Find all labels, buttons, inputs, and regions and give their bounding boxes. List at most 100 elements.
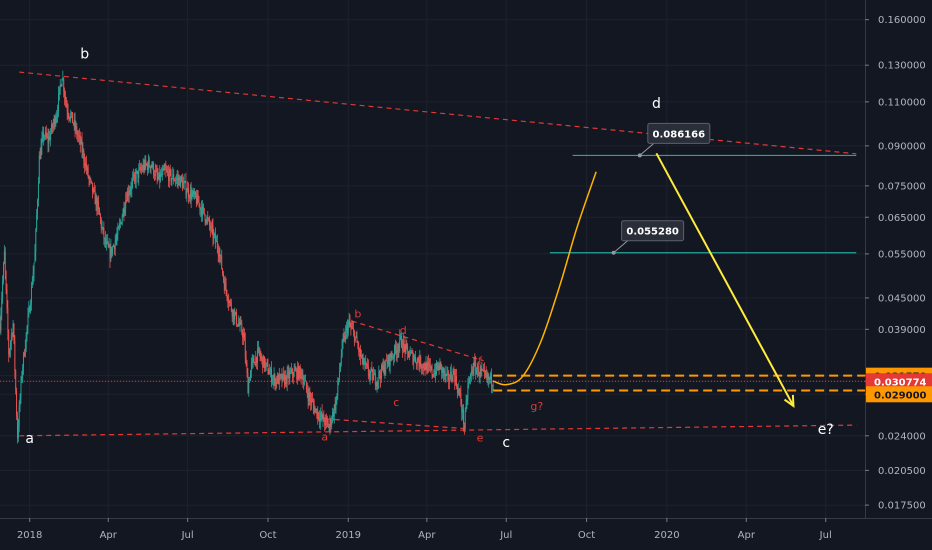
- candle-body: [96, 197, 98, 210]
- candle-body: [148, 159, 150, 167]
- candle-body: [384, 369, 386, 374]
- candle-body: [332, 412, 334, 421]
- candle-body: [56, 115, 58, 120]
- projection: [492, 152, 795, 408]
- candle-body: [58, 86, 60, 94]
- triangle-upper-line[interactable]: [351, 320, 484, 362]
- candle-body: [85, 163, 86, 167]
- candle-body: [17, 416, 18, 439]
- candle-body: [168, 169, 170, 182]
- candle-body: [322, 414, 324, 419]
- candle-body: [71, 112, 73, 115]
- candles: [0, 70, 494, 444]
- candle-body: [444, 370, 446, 377]
- candle-body: [424, 367, 426, 370]
- candle-body: [254, 362, 256, 366]
- candle-body: [41, 138, 43, 147]
- candle-body: [364, 360, 366, 364]
- candle-body: [375, 385, 377, 387]
- candle-body: [339, 371, 340, 379]
- candle-body: [395, 349, 397, 355]
- candle-body: [456, 385, 458, 393]
- candle-body: [468, 381, 470, 386]
- candle-body: [252, 358, 254, 360]
- candle-body: [24, 348, 26, 356]
- candle-body: [267, 363, 269, 374]
- candle-body: [354, 336, 356, 342]
- candle-body: [398, 344, 400, 351]
- candle-body: [478, 375, 480, 377]
- time-axis[interactable]: 2018 Apr Jul Oct 2019 Apr Jul Oct 2020 Apr Jul: [17, 518, 832, 541]
- callout-box[interactable]: [621, 220, 685, 242]
- candle-body: [135, 172, 137, 182]
- candle-body: [7, 307, 9, 333]
- candle-body: [246, 363, 248, 373]
- candle-body: [110, 246, 112, 260]
- candle-body: [380, 375, 382, 379]
- candle-body: [76, 126, 78, 136]
- candle-body: [450, 371, 452, 380]
- candle-body: [394, 345, 395, 358]
- projection-curve[interactable]: [492, 171, 597, 386]
- callout-box[interactable]: [647, 122, 711, 144]
- candle-body: [144, 160, 146, 170]
- candle-body: [236, 312, 237, 325]
- candle-body: [416, 358, 418, 365]
- candle-body: [101, 227, 103, 229]
- projection-arrow-line[interactable]: [655, 152, 795, 407]
- candle-body: [172, 174, 174, 179]
- candle-body: [317, 412, 319, 418]
- candle-body: [95, 197, 97, 205]
- candle-body: [29, 307, 31, 312]
- time-tick-label: Oct: [259, 530, 276, 541]
- candle-body: [174, 180, 176, 182]
- candle-body: [109, 246, 111, 260]
- candle-body: [213, 234, 215, 239]
- candle-body: [226, 290, 228, 298]
- candle-body: [281, 374, 283, 382]
- candle-body: [488, 377, 490, 380]
- candle-body: [136, 170, 138, 173]
- candle-body: [420, 356, 422, 368]
- candle-body: [230, 302, 232, 311]
- candle-body: [332, 412, 334, 417]
- candle-body: [26, 326, 28, 334]
- candle-body: [431, 366, 433, 375]
- candle-body: [207, 217, 209, 219]
- candle-body: [63, 78, 65, 92]
- candle-body: [178, 177, 180, 181]
- candle-body: [447, 372, 449, 374]
- candle-body: [97, 201, 99, 210]
- candle-body: [158, 172, 160, 180]
- candle-body: [201, 208, 203, 216]
- candle-body: [409, 352, 411, 356]
- candle-body: [351, 327, 353, 329]
- callout-label: 0.086166: [653, 129, 706, 140]
- candle-body: [282, 373, 284, 382]
- candle-body: [28, 307, 30, 316]
- candle-body: [489, 377, 491, 380]
- candle-body: [463, 424, 465, 429]
- candle-body: [379, 371, 381, 376]
- candle-body: [189, 190, 191, 199]
- candle-body: [319, 418, 320, 422]
- candle-body: [232, 309, 234, 317]
- candle-body: [92, 182, 93, 193]
- candle-body: [140, 167, 141, 170]
- candle-body: [440, 361, 442, 365]
- triangle-lower-line[interactable]: [316, 417, 466, 430]
- candle-body: [197, 194, 199, 203]
- candle-body: [223, 273, 224, 280]
- candle-body: [108, 246, 110, 248]
- candle-body: [129, 190, 131, 193]
- support-trendline[interactable]: [19, 424, 857, 437]
- candle-body: [422, 363, 424, 368]
- candle-body: [49, 136, 51, 140]
- candle-body: [336, 393, 338, 401]
- candle-body: [62, 78, 64, 80]
- candle-body: [54, 117, 56, 125]
- candle-body: [438, 365, 440, 370]
- candle-body: [73, 119, 75, 124]
- candle-body: [320, 412, 322, 416]
